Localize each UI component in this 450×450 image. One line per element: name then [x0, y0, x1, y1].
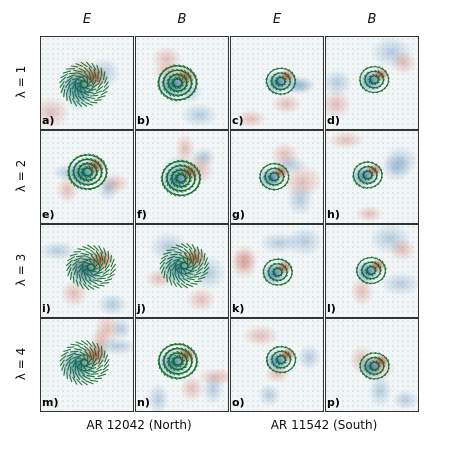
panel-j: j) — [135, 224, 229, 318]
panel-p: p) — [325, 318, 419, 412]
panel-b: b) — [135, 36, 229, 130]
panel-o: o) — [230, 318, 324, 412]
row-header-4: λ = 4 — [14, 347, 29, 381]
column-header-4: B — [367, 12, 377, 27]
group-label-south: AR 11542 (South) — [270, 418, 378, 432]
panel-label: l) — [327, 302, 336, 315]
panel-label: n) — [137, 396, 150, 409]
column-header-2: B — [177, 12, 187, 27]
panel-h: h) — [325, 130, 419, 224]
panel-a: a) — [40, 36, 134, 130]
column-header-3: E — [272, 12, 282, 27]
panel-label: d) — [327, 114, 340, 127]
row-header-2: λ = 2 — [14, 159, 29, 193]
panel-n: n) — [135, 318, 229, 412]
panel-l: l) — [325, 224, 419, 318]
panel-label: k) — [232, 302, 245, 315]
panel-label: i) — [42, 302, 51, 315]
row-header-3: λ = 3 — [14, 253, 29, 287]
panel-d: d) — [325, 36, 419, 130]
panel-label: o) — [232, 396, 245, 409]
panel-e: e) — [40, 130, 134, 224]
panel-label: e) — [42, 208, 55, 221]
panel-label: g) — [232, 208, 245, 221]
panel-label: j) — [137, 302, 146, 315]
group-label-north: AR 12042 (North) — [86, 418, 192, 432]
panel-label: p) — [327, 396, 340, 409]
panel-label: a) — [42, 114, 55, 127]
panel-label: f) — [137, 208, 147, 221]
panel-i: i) — [40, 224, 134, 318]
panel-m: m) — [40, 318, 134, 412]
column-header-1: E — [82, 12, 92, 27]
panel-label: c) — [232, 114, 244, 127]
row-header-1: λ = 1 — [14, 65, 29, 99]
panel-label: m) — [42, 396, 59, 409]
panel-c: c) — [230, 36, 324, 130]
panel-label: h) — [327, 208, 340, 221]
panel-g: g) — [230, 130, 324, 224]
panel-k: k) — [230, 224, 324, 318]
panel-label: b) — [137, 114, 150, 127]
panel-f: f) — [135, 130, 229, 224]
